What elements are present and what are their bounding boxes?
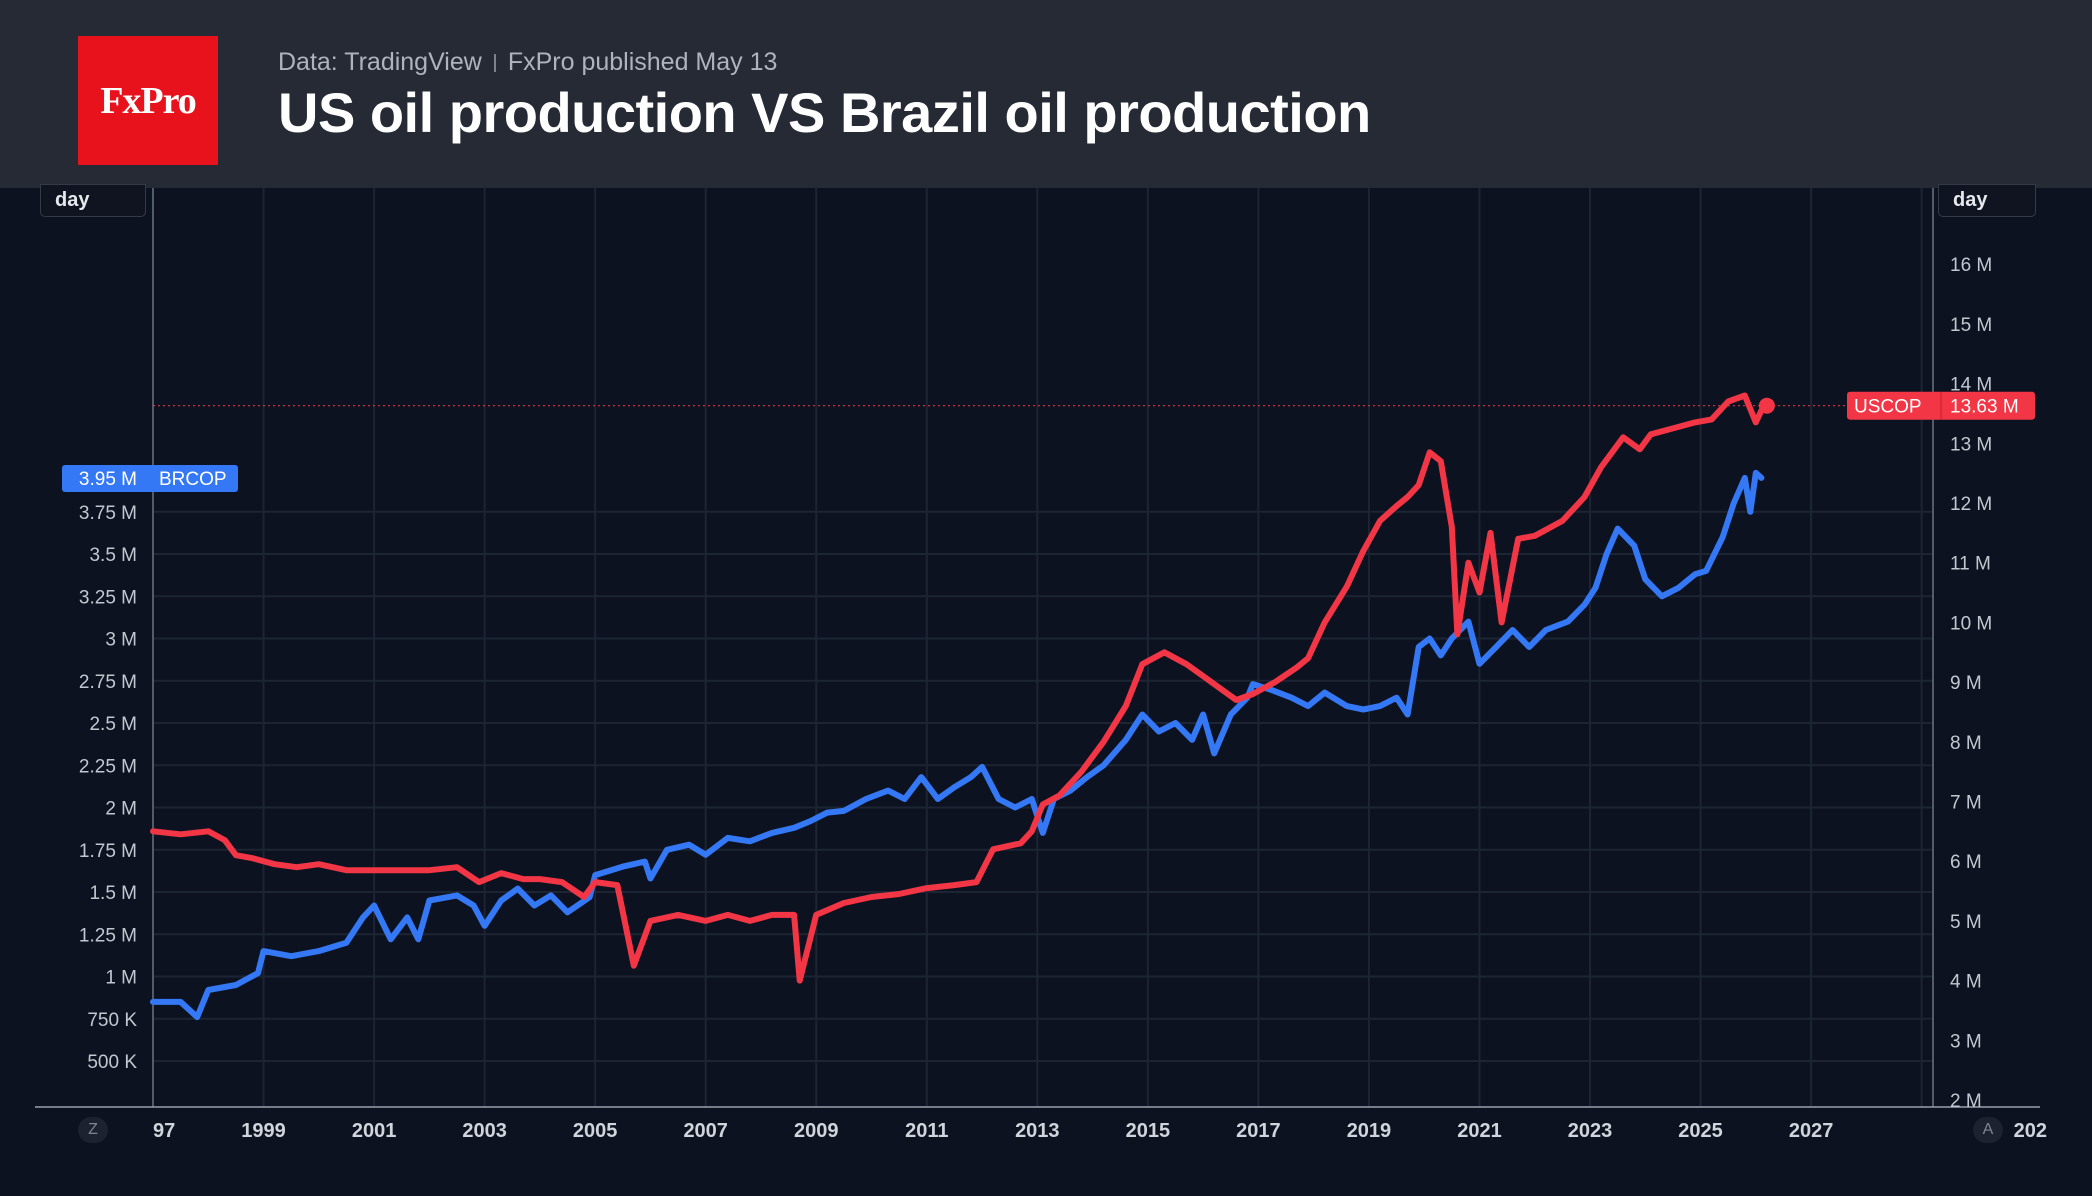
left-tick-label: 500 K <box>87 1052 137 1073</box>
x-tick-label: 202 <box>2014 1120 2047 1142</box>
left-tick-label: 2.25 M <box>79 756 137 777</box>
fxpro-logo: FxPro <box>78 36 218 165</box>
left-tick-label: 1.5 M <box>89 883 137 904</box>
brcop-label-box <box>62 464 238 492</box>
brcop-series-line <box>150 469 1765 1021</box>
chart-title: US oil production VS Brazil oil producti… <box>278 81 1371 144</box>
auto-scale-button[interactable]: A <box>1973 1117 2003 1143</box>
header-bar: FxPro Data: TradingView FxPro published … <box>0 0 2092 188</box>
subtitle-divider <box>493 53 496 72</box>
uscop-value-label: 13.63 M <box>1950 397 2019 418</box>
right-tick-label: 11 M <box>1950 554 1991 575</box>
left-tick-label: 3.75 M <box>79 503 137 524</box>
uscop-last-point <box>1758 397 1775 414</box>
right-tick-label: 13 M <box>1950 434 1992 455</box>
x-tick-label: 2007 <box>683 1120 728 1142</box>
x-tick-label: 2003 <box>462 1120 507 1142</box>
x-tick-label: 2023 <box>1568 1120 1613 1142</box>
x-tick-label: 1999 <box>241 1120 286 1142</box>
right-tick-label: 7 M <box>1950 793 1982 814</box>
left-axis-unit: day <box>40 184 146 217</box>
left-tick-label: 3 M <box>105 630 137 651</box>
x-tick-label: 97 <box>153 1120 175 1142</box>
left-tick-label: 2 M <box>105 799 137 820</box>
logo-text: FxPro <box>100 79 197 122</box>
x-tick-label: 2001 <box>352 1120 397 1142</box>
x-tick-label: 2005 <box>573 1120 618 1142</box>
data-source: Data: TradingView <box>278 48 482 76</box>
right-tick-label: 10 M <box>1950 613 1992 634</box>
brcop-series-name: BRCOP <box>159 469 227 490</box>
right-tick-label: 15 M <box>1950 315 1992 336</box>
brcop-value-label: 3.95 M <box>79 469 137 490</box>
left-tick-label: 3.25 M <box>79 587 137 608</box>
right-tick-label: 16 M <box>1950 255 1992 276</box>
left-tick-label: 1.75 M <box>79 841 137 862</box>
right-axis-unit: day <box>1938 184 2036 217</box>
x-tick-label: 2017 <box>1236 1120 1281 1142</box>
right-tick-label: 6 M <box>1950 852 1982 873</box>
right-tick-label: 9 M <box>1950 673 1982 694</box>
x-tick-label: 2027 <box>1789 1120 1834 1142</box>
uscop-series-line <box>150 392 1770 984</box>
left-tick-label: 1.25 M <box>79 925 137 946</box>
x-tick-label: 2025 <box>1678 1120 1723 1142</box>
left-tick-label: 2.75 M <box>79 672 137 693</box>
right-tick-label: 3 M <box>1950 1031 1982 1052</box>
zoom-button[interactable]: Z <box>78 1117 108 1143</box>
left-tick-label: 3.5 M <box>89 545 137 566</box>
x-tick-label: 2009 <box>794 1120 839 1142</box>
chart-subtitle: Data: TradingView FxPro published May 13 <box>278 48 777 77</box>
published-date: FxPro published May 13 <box>507 48 778 76</box>
right-tick-label: 5 M <box>1950 912 1982 933</box>
x-tick-label: 2015 <box>1126 1120 1171 1142</box>
x-tick-label: 2011 <box>905 1120 948 1142</box>
left-tick-label: 2.5 M <box>89 714 137 735</box>
x-tick-label: 2021 <box>1457 1120 1502 1142</box>
right-tick-label: 8 M <box>1950 733 1982 754</box>
left-tick-label: 750 K <box>87 1010 137 1031</box>
right-tick-label: 2 M <box>1950 1091 1982 1112</box>
right-tick-label: 12 M <box>1950 494 1992 515</box>
x-tick-label: 2013 <box>1015 1120 1060 1142</box>
uscop-series-name: USCOP <box>1854 397 1922 418</box>
left-tick-label: 1 M <box>105 968 137 989</box>
x-tick-label: 2019 <box>1347 1120 1392 1142</box>
right-tick-label: 14 M <box>1950 375 1992 396</box>
right-tick-label: 4 M <box>1950 972 1982 993</box>
